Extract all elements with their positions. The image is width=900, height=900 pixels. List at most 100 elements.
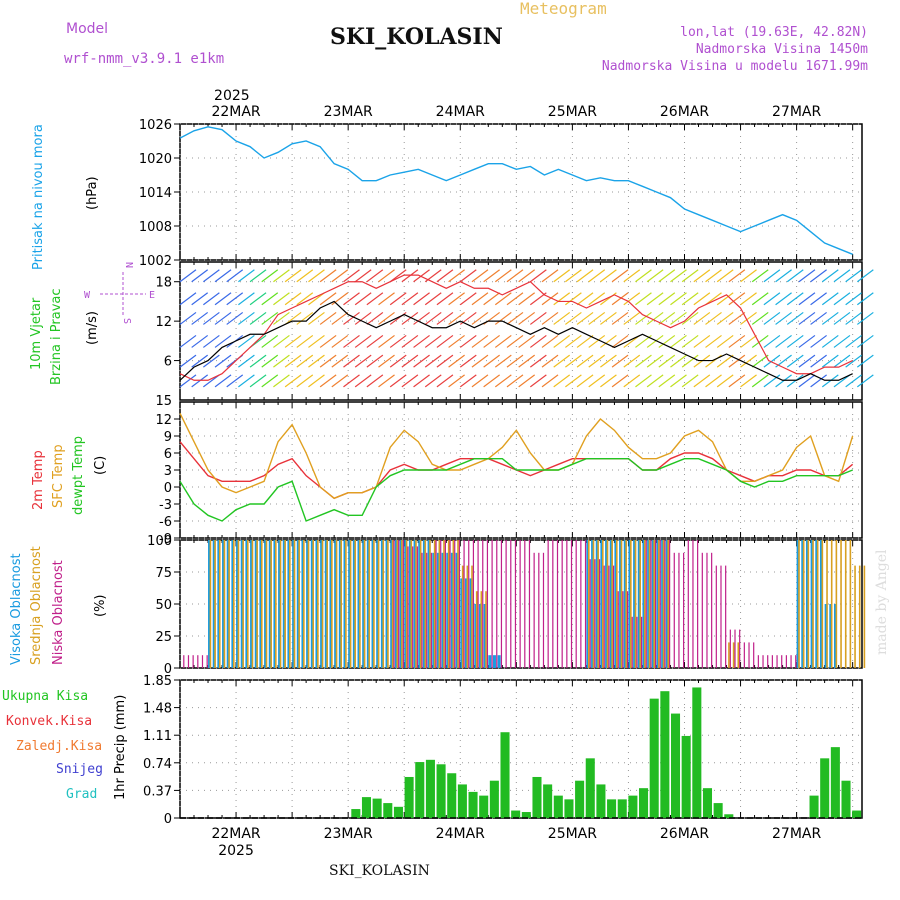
wind-barb [494,269,512,283]
wind-barb [611,311,629,325]
cloud-bar-high [619,540,623,668]
cloud-bar-mid [209,540,212,668]
bottom-x-labels: 22MAR 23MAR 24MAR 25MAR 26MAR 27MAR 2025 [211,826,821,859]
cloud-bar-low [468,540,470,668]
wind-gust-line [179,274,853,381]
wind-barb [331,269,349,283]
cloud-bar-low [500,540,503,668]
wind-barb [401,334,419,348]
cloud-bar-low [477,540,479,668]
wind-barb [751,374,769,388]
cloud-bar-high [628,540,632,668]
cloud-bar-low [514,540,517,668]
temperature-panel: -9 -6 -3 0 3 6 9 12 [155,401,863,547]
wind-barb [191,334,209,348]
wind-barb [635,269,652,283]
cloud-bar-low [771,655,773,668]
wind-barb [354,334,372,348]
wind-barb [798,311,816,325]
cloud-bar-high [455,552,459,668]
wind-barb [436,334,454,348]
wind-barb [506,354,524,368]
wind-barb [284,354,302,368]
cloud-bar-low [187,655,190,668]
cloud-bar-high [413,540,417,668]
wind-panel: 6 12 18 15 [155,261,874,409]
wind-barb [483,269,500,283]
wind-barb [845,311,863,325]
wind-barb [273,269,290,283]
cloud-bar-mid [279,540,282,668]
wind-barb [214,292,232,306]
wind-barb [681,334,699,348]
wind-barb [238,292,255,306]
wind-barb [786,334,804,348]
footer-station: SKI_KOLASIN [329,863,430,879]
cloud-bar-low [612,565,615,668]
cloud-bar-mid [630,540,632,668]
wind-barb [483,354,500,368]
cloud-bar-mid [620,540,623,668]
wind-axis-label-2: Brzina i Pravac [49,288,64,385]
wind-barb [810,354,827,368]
wind-barb [308,269,325,283]
wind-barb [343,311,360,325]
y-tick-label: 50 [155,598,172,613]
precip-bar [361,797,372,818]
wind-barb [763,311,781,325]
precip-bar [617,799,627,818]
wind-barb [284,334,302,348]
cloud-bar-low [711,552,713,668]
wind-barb [424,311,442,325]
cloud-bar-mid [858,565,861,668]
bottom-day-label: 23MAR [324,826,373,842]
cloud-bar-mid [214,540,216,668]
precip-bar [479,795,489,818]
wind-barb [821,354,839,368]
precip-bar [447,773,457,818]
cloud-bar-mid [237,540,240,668]
cloud-bar-mid [354,540,357,668]
precip-bar [670,713,681,818]
cloud-bar-mid [312,540,314,668]
cloud-bar-high [231,540,235,668]
cloud-bar-high [264,540,268,668]
wind-barb [494,292,512,306]
cloud-bar-mid [349,540,352,668]
precip-bar [543,784,553,818]
wind-barb [413,269,430,283]
wind-barb [646,311,664,325]
cloud-bar-low [398,540,400,668]
wind-barb [740,334,757,348]
wind-barb [786,311,804,325]
wind-barb [273,374,290,388]
cloud-bar-low [757,655,759,668]
wind-barb [378,311,395,325]
wind-barb [775,292,792,306]
cloud-bar-high [315,540,319,668]
bottom-year-label: 2025 [218,843,254,859]
precip-bar [468,791,478,818]
wind-barb [179,269,197,283]
cloud-bar-mid [667,540,670,668]
y-tick-label: 1.48 [143,702,172,717]
cloud-bar-high [633,540,637,668]
precip-bar [830,747,840,818]
cloud-bar-low [183,655,185,668]
cloud-bar-low [734,629,736,668]
cloud-bar-mid [840,540,842,668]
cloud-bar-low [552,540,554,668]
cloud-bar-mid [732,642,735,668]
cloud-bar-mid [461,565,464,668]
wind-barb [751,269,769,283]
precip-bar [639,788,649,818]
wind-barb [366,374,384,388]
cloud-bar-low [753,642,755,668]
wind-barb [705,311,722,325]
precip-bar [649,698,659,818]
wind-barb [459,354,477,368]
precip-bar [702,788,713,818]
cloud-bar-high [605,540,609,668]
wind-barb [261,292,279,306]
elevation-text: Nadmorska Visina 1450m [696,42,868,57]
